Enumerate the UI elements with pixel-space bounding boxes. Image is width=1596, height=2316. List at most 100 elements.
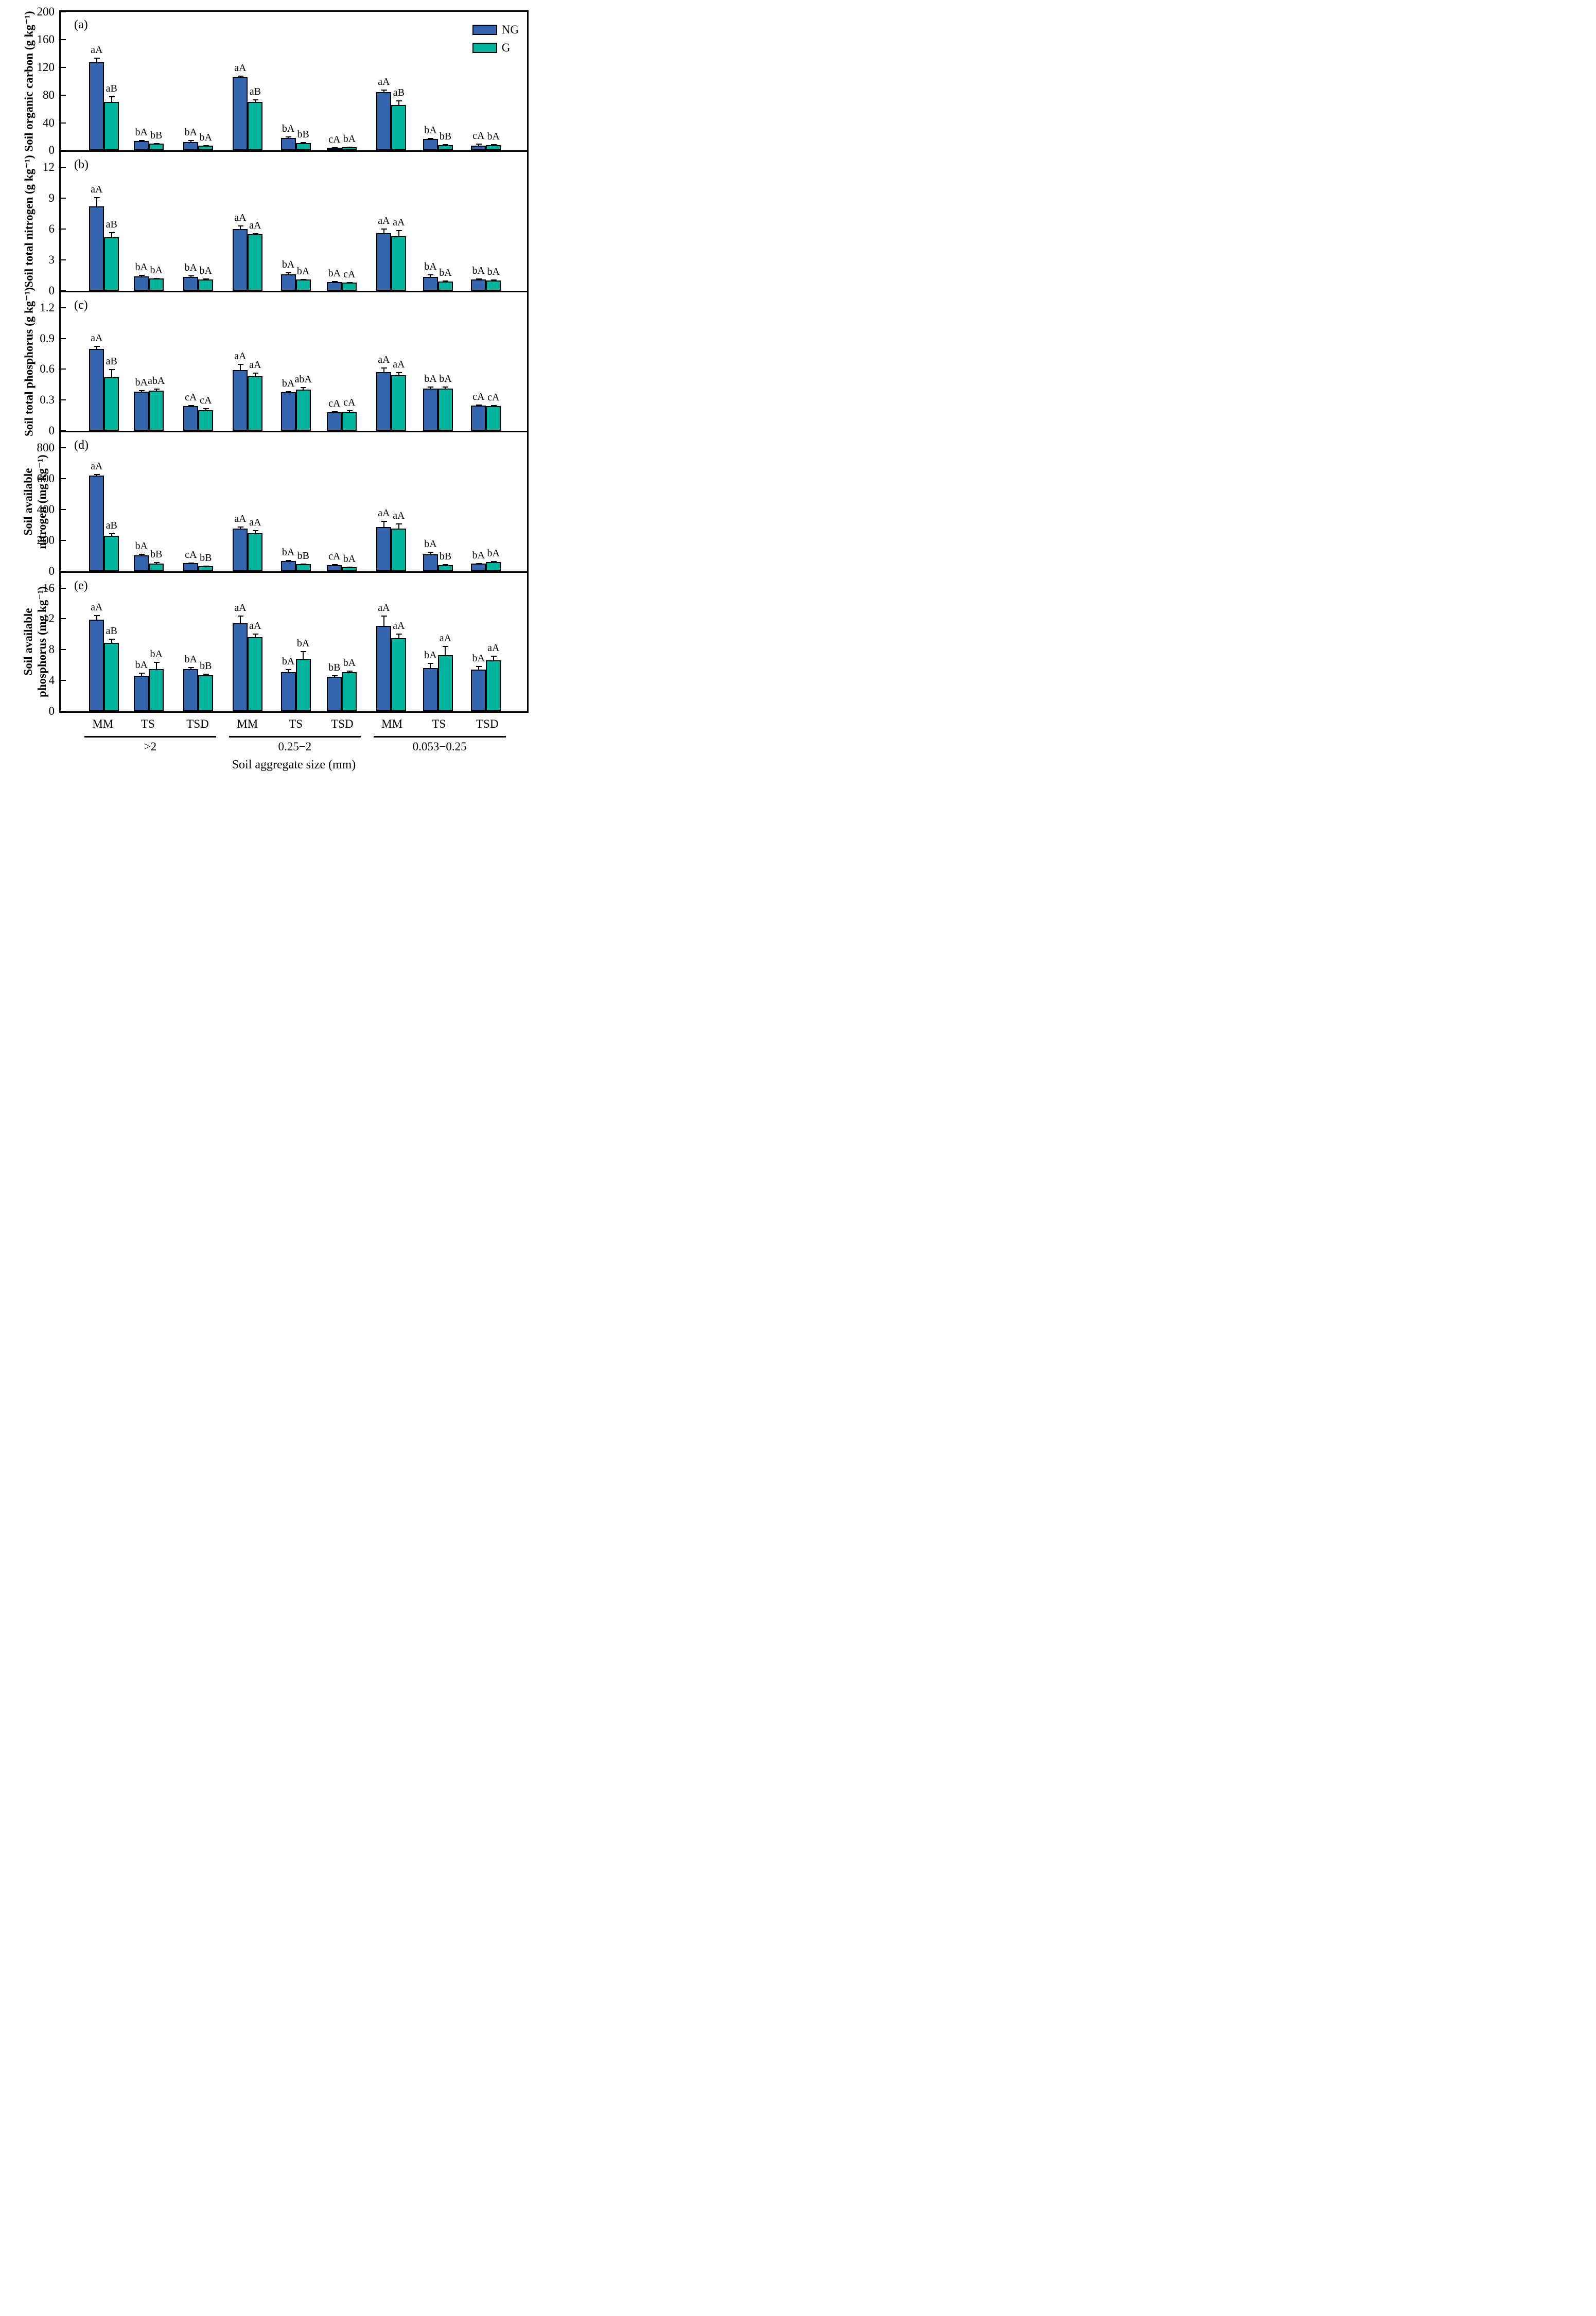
panel-letter: (c) (74, 298, 88, 312)
bar-NG-TSD (471, 670, 486, 712)
significance-label: bB (439, 551, 452, 563)
y-tick-mark (61, 122, 66, 124)
y-tick-label: 600 (37, 472, 55, 485)
significance-label: cA (185, 392, 197, 403)
bar-NG-TS (134, 276, 149, 291)
bar-G-TSD (198, 675, 214, 712)
significance-label: bA (184, 261, 197, 273)
error-bar (430, 552, 431, 554)
significance-label: cA (200, 395, 212, 407)
y-tick-label: 160 (37, 32, 55, 46)
bar-NG-MM (376, 233, 392, 291)
y-tick-label: 16 (43, 581, 55, 594)
y-tick-label: 0.3 (40, 393, 55, 407)
error-bar-cap (109, 533, 115, 535)
error-bar (383, 616, 384, 626)
significance-label: bA (296, 265, 310, 277)
y-tick-mark (61, 570, 66, 572)
bar-G-TSD (486, 660, 501, 712)
error-bar-cap (396, 633, 402, 635)
significance-label: aA (91, 184, 103, 196)
error-bar-cap (138, 673, 145, 674)
error-bar-cap (346, 282, 353, 283)
bar-NG-TS (280, 274, 296, 291)
error-bar-cap (94, 57, 100, 59)
error-bar (111, 96, 112, 102)
error-bar-cap (138, 390, 145, 392)
x-axis-area: Soil aggregate size (mm) MM TS TSD >2 MM TS TS… (59, 713, 529, 772)
y-axis-label: Soil available phosphorus (mg kg⁻¹) (21, 586, 49, 697)
error-bar (430, 274, 431, 277)
significance-label: bA (282, 378, 295, 390)
error-bar (96, 197, 97, 207)
bar-NG-TS (134, 676, 149, 712)
significance-label: bA (328, 267, 341, 279)
bar-G-TSD (198, 566, 214, 571)
error-bar-cap (428, 662, 434, 664)
error-bar (493, 656, 494, 661)
significance-label: aA (91, 44, 103, 56)
significance-label: aB (393, 87, 405, 99)
error-bar (190, 140, 191, 143)
error-bar (141, 673, 142, 676)
error-bar (398, 523, 399, 529)
error-bar-cap (428, 138, 434, 139)
bar-G-TS (149, 391, 164, 431)
significance-label: bA (439, 267, 452, 278)
bar-NG-TSD (327, 676, 342, 712)
bar-G-TSD (486, 406, 501, 431)
significance-label: aA (378, 76, 390, 87)
y-tick-label: 0.9 (40, 331, 55, 345)
error-bar (478, 143, 479, 146)
error-bar (398, 633, 399, 638)
legend-swatch-NG (472, 25, 497, 35)
bar-G-MM (104, 535, 119, 571)
significance-label: aA (393, 217, 405, 229)
y-tick-mark (61, 307, 66, 308)
bar-NG-TS (280, 392, 296, 431)
bar-NG-TSD (183, 142, 199, 151)
significance-label: bB (297, 129, 309, 141)
bar-NG-MM (233, 529, 248, 571)
y-tick-mark (61, 338, 66, 339)
significance-label: aA (91, 332, 103, 344)
error-bar-cap (252, 633, 258, 635)
group-size-label: 0.25−2 (278, 740, 312, 753)
x-category-label: TS (289, 717, 303, 730)
bar-NG-MM (376, 625, 392, 712)
bar-NG-MM (89, 206, 104, 291)
bar-NG-MM (376, 527, 392, 571)
error-bar-cap (188, 405, 194, 407)
y-tick-mark (61, 680, 66, 681)
bar-NG-TSD (327, 148, 342, 151)
panel-c: (c) Soil total phosphorus (g kg⁻¹) 0 0.3 0.6… (23, 287, 527, 437)
significance-label: bA (487, 266, 500, 277)
bar-NG-TSD (327, 282, 342, 291)
error-bar-cap (237, 75, 243, 77)
significance-label: aA (393, 510, 405, 521)
bar-G-TS (295, 564, 311, 571)
y-tick-mark (61, 399, 66, 401)
bar-G-MM (104, 102, 119, 151)
bar-G-MM (391, 529, 407, 571)
error-bar-cap (396, 523, 402, 524)
bar-G-TSD (198, 279, 214, 291)
error-bar-cap (346, 670, 353, 672)
bar-NG-TS (280, 561, 296, 571)
bar-NG-TSD (471, 406, 486, 431)
bar-NG-MM (89, 619, 104, 712)
significance-label: cA (185, 549, 197, 560)
significance-label: bA (282, 656, 295, 668)
error-bar-cap (346, 147, 353, 148)
bar-NG-TS (423, 668, 438, 712)
bar-G-TS (437, 281, 453, 291)
error-bar (288, 669, 289, 672)
bar-G-TS (149, 564, 164, 571)
y-tick-label: 1.2 (40, 301, 55, 314)
error-bar-cap (94, 474, 100, 476)
y-tick-mark (61, 94, 66, 96)
bar-G-TSD (342, 567, 357, 571)
y-tick-mark (61, 150, 66, 151)
y-axis-label-line: Soil available (22, 608, 34, 676)
bar-NG-MM (376, 92, 392, 151)
